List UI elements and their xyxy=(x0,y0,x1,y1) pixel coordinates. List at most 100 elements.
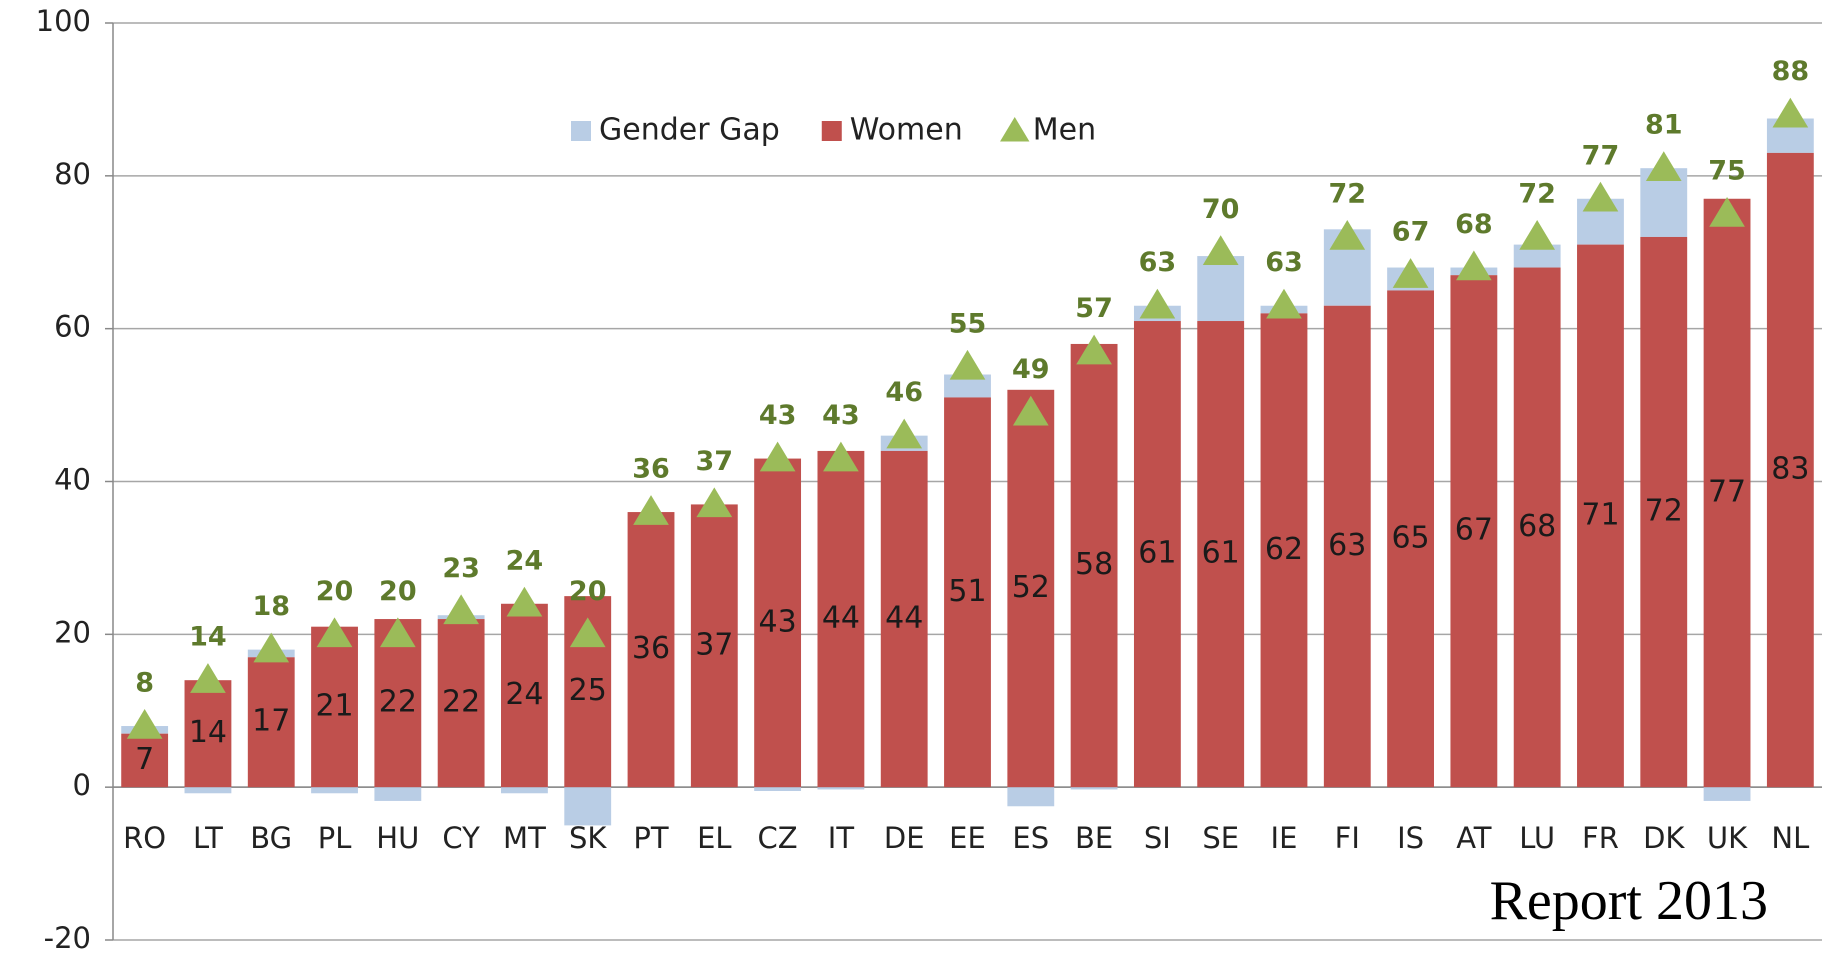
women-label: 58 xyxy=(1075,547,1113,582)
x-tick-label: SI xyxy=(1144,821,1171,855)
men-label: 20 xyxy=(569,576,607,607)
men-marker xyxy=(633,495,669,525)
x-tick-label: FR xyxy=(1582,821,1619,855)
y-tick-label: 40 xyxy=(54,463,91,497)
men-label: 72 xyxy=(1518,178,1556,209)
women-label: 71 xyxy=(1581,497,1619,532)
bar xyxy=(501,787,548,794)
bar xyxy=(374,787,422,801)
bar xyxy=(121,733,169,788)
men-label: 18 xyxy=(252,591,290,622)
men-label: 63 xyxy=(1139,247,1177,278)
men-marker xyxy=(1392,258,1429,288)
men-marker xyxy=(759,441,796,472)
bar xyxy=(1070,787,1118,790)
bar xyxy=(311,787,358,794)
men-marker xyxy=(1139,288,1176,319)
men-label: 75 xyxy=(1708,156,1746,187)
men-marker xyxy=(1202,235,1239,265)
men-label: 36 xyxy=(632,454,670,485)
bar xyxy=(1513,244,1561,268)
x-tick-label: DK xyxy=(1643,821,1685,855)
men-marker xyxy=(1266,288,1302,319)
x-tick-label: MT xyxy=(503,821,546,855)
men-marker xyxy=(1645,151,1682,181)
men-label: 57 xyxy=(1075,293,1113,324)
women-label: 22 xyxy=(379,685,417,720)
x-tick-label: PT xyxy=(633,821,668,855)
x-tick-label: IE xyxy=(1271,821,1298,855)
men-marker xyxy=(126,709,163,739)
bar xyxy=(1577,244,1624,788)
women-label: 77 xyxy=(1708,474,1746,509)
x-tick-label: EL xyxy=(697,821,731,855)
men-marker xyxy=(696,487,733,518)
legend-label: Men xyxy=(1033,113,1096,148)
women-label: 25 xyxy=(569,673,607,708)
women-label: 44 xyxy=(885,601,923,636)
legend-swatch xyxy=(821,121,842,141)
x-tick-label: RO xyxy=(123,821,166,855)
men-marker xyxy=(316,617,353,648)
men-marker xyxy=(1076,334,1112,365)
x-tick-label: PL xyxy=(318,821,352,855)
women-label: 7 xyxy=(135,742,154,777)
men-marker xyxy=(949,349,986,380)
women-label: 72 xyxy=(1645,494,1683,529)
men-label: 81 xyxy=(1645,110,1683,141)
men-marker xyxy=(506,586,543,617)
bar xyxy=(1133,321,1181,788)
men-marker xyxy=(1519,219,1556,250)
bar xyxy=(1766,152,1814,788)
x-tick-label: BE xyxy=(1075,821,1113,855)
men-label: 23 xyxy=(442,553,480,584)
y-tick-label: 20 xyxy=(54,615,91,649)
men-marker xyxy=(379,617,416,648)
bar xyxy=(501,603,548,788)
women-label: 51 xyxy=(948,574,986,609)
bar xyxy=(1640,236,1688,788)
bar xyxy=(1513,267,1561,788)
bar xyxy=(754,787,802,791)
men-label: 49 xyxy=(1012,354,1050,385)
x-tick-label: LT xyxy=(193,821,223,855)
women-label: 14 xyxy=(189,715,227,750)
men-marker xyxy=(569,617,606,648)
bar xyxy=(1323,305,1371,788)
men-marker xyxy=(1012,395,1049,426)
men-label: 77 xyxy=(1582,140,1620,171)
bar xyxy=(1007,787,1055,807)
men-label: 14 xyxy=(189,622,227,653)
x-tick-label: SE xyxy=(1202,821,1239,855)
bar xyxy=(1450,275,1498,788)
bar xyxy=(1387,290,1434,788)
women-label: 44 xyxy=(822,601,860,636)
men-label: 67 xyxy=(1392,217,1430,248)
women-label: 52 xyxy=(1012,570,1050,605)
men-marker xyxy=(443,594,479,625)
men-label: 43 xyxy=(759,400,797,431)
men-marker xyxy=(886,418,923,449)
women-label: 17 xyxy=(252,704,290,739)
men-label: 46 xyxy=(885,377,923,408)
x-tick-label: IS xyxy=(1397,821,1424,855)
bar xyxy=(754,458,802,788)
women-label: 63 xyxy=(1328,528,1366,563)
bar xyxy=(311,626,358,788)
women-label: 22 xyxy=(442,685,480,720)
y-tick-label: 60 xyxy=(54,310,91,344)
men-marker xyxy=(190,663,226,693)
bar xyxy=(880,450,928,788)
bar xyxy=(1260,313,1308,788)
x-tick-label: FI xyxy=(1335,821,1360,855)
men-marker xyxy=(1772,97,1809,128)
x-tick-label: EE xyxy=(949,821,986,855)
bar xyxy=(564,787,612,826)
men-label: 70 xyxy=(1202,194,1240,225)
bar xyxy=(437,619,485,788)
women-label: 43 xyxy=(759,604,797,639)
men-label: 8 xyxy=(135,668,154,699)
men-marker xyxy=(1709,197,1745,227)
